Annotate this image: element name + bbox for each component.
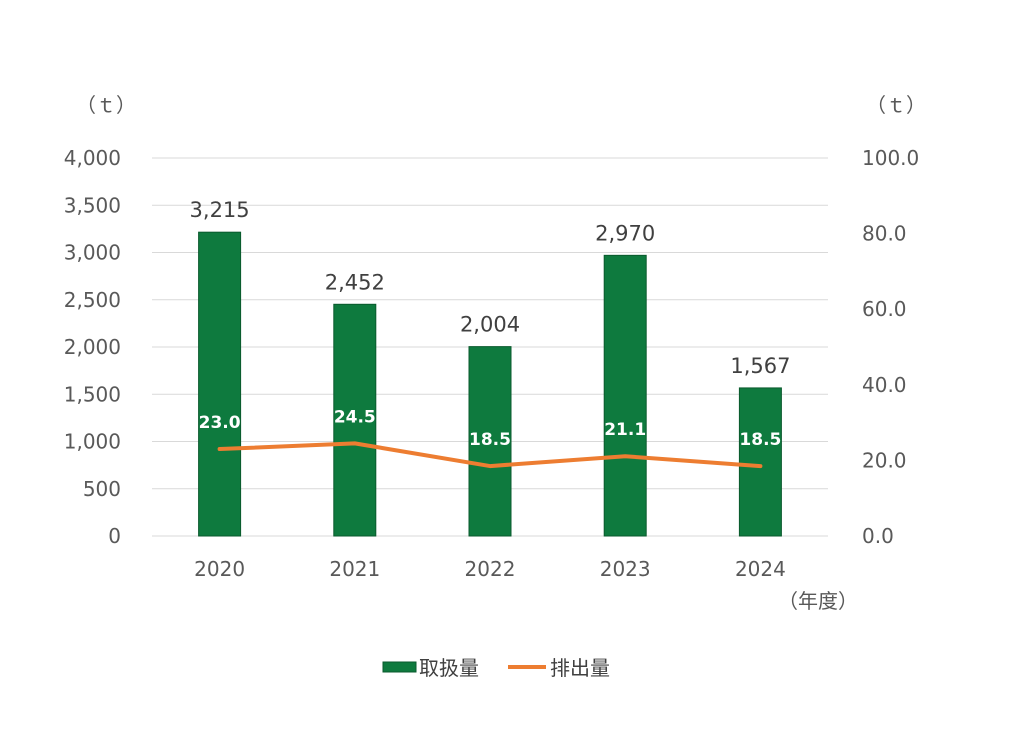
right-tick-label: 40.0 bbox=[862, 373, 907, 397]
right-tick-label: 60.0 bbox=[862, 297, 907, 321]
left-tick-label: 2,000 bbox=[64, 335, 121, 359]
left-tick-label: 0 bbox=[108, 524, 121, 548]
x-axis-label: （年度） bbox=[778, 589, 858, 613]
bar-data-label: 1,567 bbox=[730, 354, 790, 378]
bar bbox=[468, 346, 512, 537]
line-data-label: 23.0 bbox=[199, 413, 241, 433]
legend: 取扱量 排出量 bbox=[382, 656, 610, 680]
x-tick-label: 2023 bbox=[600, 557, 651, 581]
x-tick-label: 2020 bbox=[194, 557, 245, 581]
line-series bbox=[217, 441, 763, 469]
left-axis-unit: （ｔ） bbox=[76, 93, 136, 117]
left-tick-label: 1,500 bbox=[64, 382, 121, 406]
x-tick-label: 2022 bbox=[465, 557, 516, 581]
left-tick-label: 4,000 bbox=[64, 146, 121, 170]
right-tick-label: 100.0 bbox=[862, 146, 919, 170]
legend-label-bar: 取扱量 bbox=[419, 656, 479, 680]
line-data-label: 18.5 bbox=[739, 430, 781, 450]
right-tick-label: 20.0 bbox=[862, 448, 907, 472]
x-tick-label: 2021 bbox=[329, 557, 380, 581]
x-tick-label: 2024 bbox=[735, 557, 786, 581]
left-tick-label: 3,500 bbox=[64, 193, 121, 217]
legend-swatch-bar bbox=[382, 661, 417, 673]
bar bbox=[333, 303, 377, 537]
line-data-label: 24.5 bbox=[334, 407, 376, 427]
bar-data-label: 2,004 bbox=[460, 313, 520, 337]
left-tick-label: 2,500 bbox=[64, 288, 121, 312]
bar-data-label: 2,452 bbox=[325, 270, 385, 294]
bar-data-label: 3,215 bbox=[190, 198, 250, 222]
right-axis-unit: （ｔ） bbox=[866, 93, 926, 117]
right-tick-label: 80.0 bbox=[862, 222, 907, 246]
right-tick-label: 0.0 bbox=[862, 524, 894, 548]
bar bbox=[603, 254, 647, 537]
legend-label-line: 排出量 bbox=[550, 656, 610, 680]
bar-data-label: 2,970 bbox=[595, 221, 655, 245]
left-tick-label: 3,000 bbox=[64, 241, 121, 265]
bars bbox=[198, 231, 782, 537]
left-tick-label: 1,000 bbox=[64, 430, 121, 454]
line-data-label: 18.5 bbox=[469, 430, 511, 450]
labels: 0 500 1,000 1,500 2,000 2,500 3,000 3,500 4,000 0… bbox=[64, 146, 920, 581]
left-tick-label: 500 bbox=[83, 477, 121, 501]
line-data-label: 21.1 bbox=[604, 420, 646, 440]
bar bbox=[198, 231, 242, 537]
bar bbox=[738, 387, 782, 537]
